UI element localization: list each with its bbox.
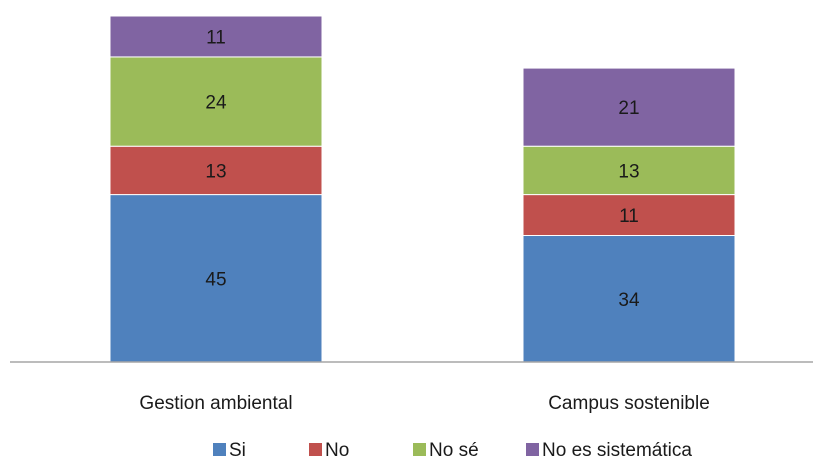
data-label-no-se-campus-sostenible: 13 xyxy=(618,161,639,182)
bar-segment-si-gestion-ambiental xyxy=(109,194,323,363)
legend-item-no-se: No sé xyxy=(413,440,479,461)
data-label-no-campus-sostenible: 11 xyxy=(619,206,639,227)
legend-item-si: Si xyxy=(213,440,246,461)
legend-swatch-no-es-sistematica xyxy=(526,443,539,456)
legend-swatch-no-se xyxy=(413,443,426,456)
data-label-no-se-gestion-ambiental: 24 xyxy=(205,93,227,114)
data-label-no-es-sistematica-gestion-ambiental: 11 xyxy=(206,27,226,48)
data-label-si-gestion-ambiental: 45 xyxy=(205,269,226,290)
bar-segment-no-se-campus-sostenible xyxy=(522,145,736,196)
data-label-si-campus-sostenible: 34 xyxy=(618,290,640,311)
category-labels-layer: Gestion ambiental Campus sostenible xyxy=(139,393,709,414)
bars-layer xyxy=(109,15,736,363)
legend-swatch-no xyxy=(309,443,322,456)
legend-label-no-es-sistematica: No es sistemática xyxy=(542,440,692,461)
data-label-no-gestion-ambiental: 13 xyxy=(205,161,226,182)
category-label-gestion-ambiental: Gestion ambiental xyxy=(139,393,292,414)
legend-label-no-se: No sé xyxy=(429,440,479,461)
data-label-no-es-sistematica-campus-sostenible: 21 xyxy=(618,98,639,119)
bar-segment-no-es-sistematica-campus-sostenible xyxy=(522,67,736,147)
bar-segment-si-campus-sostenible xyxy=(522,235,736,363)
legend-swatch-si xyxy=(213,443,226,456)
bar-segment-no-campus-sostenible xyxy=(522,194,736,237)
bar-segment-no-es-sistematica-gestion-ambiental xyxy=(109,15,323,58)
legend: Si No No sé No es sistemática xyxy=(213,440,692,461)
legend-label-no: No xyxy=(325,440,349,461)
category-label-campus-sostenible: Campus sostenible xyxy=(548,393,710,414)
legend-item-no: No xyxy=(309,440,349,461)
data-labels-layer: 45 13 24 11 34 11 13 21 xyxy=(205,27,640,310)
legend-label-si: Si xyxy=(229,440,246,461)
bar-segment-no-gestion-ambiental xyxy=(109,145,323,196)
legend-item-no-es-sistematica: No es sistemática xyxy=(526,440,692,461)
